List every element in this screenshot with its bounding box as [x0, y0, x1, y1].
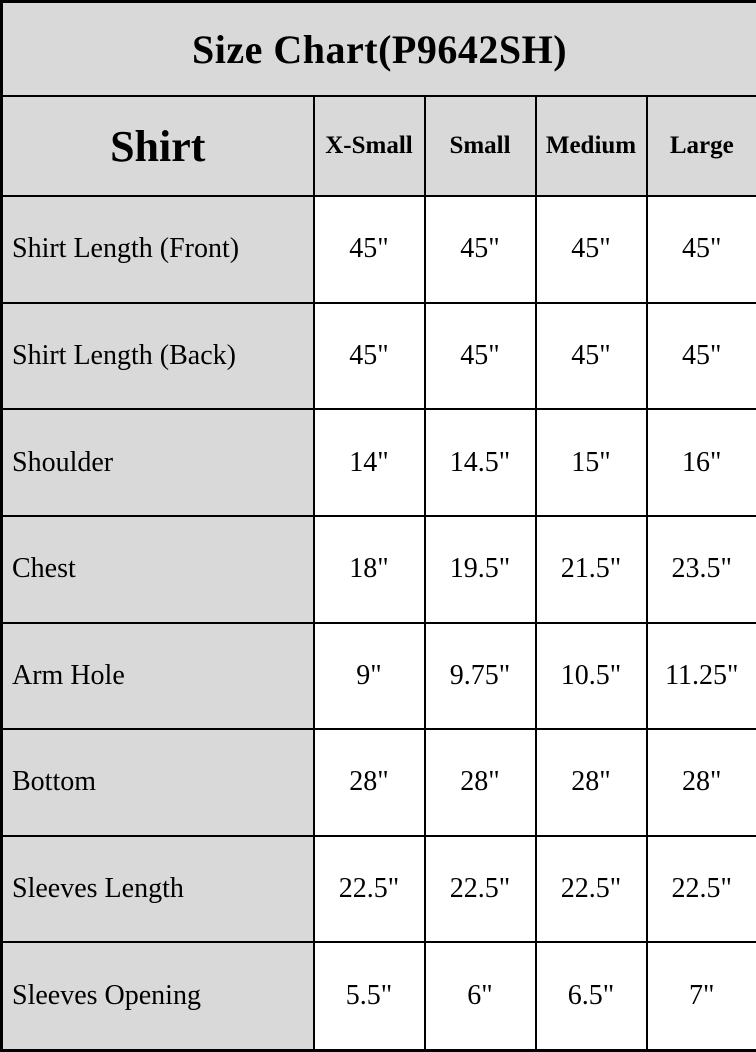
row-label: Arm Hole [0, 621, 315, 731]
table-row-shirt-length-front: Shirt Length (Front) 45" 45" 45" 45" [0, 195, 756, 304]
value-cell: 23.5" [645, 514, 756, 624]
value-cell: 45" [423, 195, 537, 304]
table-row-bottom: Bottom 28" 28" 28" 28" [0, 728, 756, 837]
table-row-sleeves-opening: Sleeves Opening 5.5" 6" 6.5" 7" [0, 941, 756, 1052]
value-cell: 16" [645, 408, 756, 517]
value-cell: 45" [645, 195, 756, 304]
column-header-small: Small [423, 95, 537, 197]
value-cell: 9.75" [423, 621, 537, 731]
value-cell: 9" [312, 621, 426, 731]
table-row-chest: Chest 18" 19.5" 21.5" 23.5" [0, 514, 756, 624]
value-cell: 28" [312, 728, 426, 837]
row-label: Sleeves Opening [0, 941, 315, 1052]
value-cell: 7" [645, 941, 756, 1052]
column-header-large: Large [645, 95, 756, 197]
value-cell: 28" [423, 728, 537, 837]
value-cell: 21.5" [534, 514, 648, 624]
value-cell: 22.5" [645, 834, 756, 944]
table-row-sleeves-length: Sleeves Length 22.5" 22.5" 22.5" 22.5" [0, 834, 756, 944]
value-cell: 28" [645, 728, 756, 837]
value-cell: 5.5" [312, 941, 426, 1052]
row-label: Shirt Length (Back) [0, 301, 315, 411]
column-header-medium: Medium [534, 95, 648, 197]
value-cell: 45" [312, 301, 426, 411]
row-label: Chest [0, 514, 315, 624]
title-row: Size Chart(P9642SH) [0, 0, 756, 97]
value-cell: 45" [534, 301, 648, 411]
value-cell: 6" [423, 941, 537, 1052]
table-row-shoulder: Shoulder 14" 14.5" 15" 16" [0, 408, 756, 517]
header-row: Shirt X-Small Small Medium Large [0, 95, 756, 197]
column-header-xsmall: X-Small [312, 95, 426, 197]
value-cell: 14.5" [423, 408, 537, 517]
value-cell: 15" [534, 408, 648, 517]
value-cell: 6.5" [534, 941, 648, 1052]
corner-header-shirt: Shirt [0, 95, 315, 197]
value-cell: 10.5" [534, 621, 648, 731]
value-cell: 14" [312, 408, 426, 517]
row-label: Sleeves Length [0, 834, 315, 944]
value-cell: 22.5" [312, 834, 426, 944]
chart-title: Size Chart(P9642SH) [0, 0, 756, 97]
value-cell: 22.5" [423, 834, 537, 944]
value-cell: 28" [534, 728, 648, 837]
value-cell: 45" [645, 301, 756, 411]
row-label: Bottom [0, 728, 315, 837]
value-cell: 45" [423, 301, 537, 411]
row-label: Shoulder [0, 408, 315, 517]
table-row-arm-hole: Arm Hole 9" 9.75" 10.5" 11.25" [0, 621, 756, 731]
value-cell: 45" [312, 195, 426, 304]
value-cell: 45" [534, 195, 648, 304]
value-cell: 18" [312, 514, 426, 624]
value-cell: 22.5" [534, 834, 648, 944]
value-cell: 19.5" [423, 514, 537, 624]
value-cell: 11.25" [645, 621, 756, 731]
table-row-shirt-length-back: Shirt Length (Back) 45" 45" 45" 45" [0, 301, 756, 411]
row-label: Shirt Length (Front) [0, 195, 315, 304]
